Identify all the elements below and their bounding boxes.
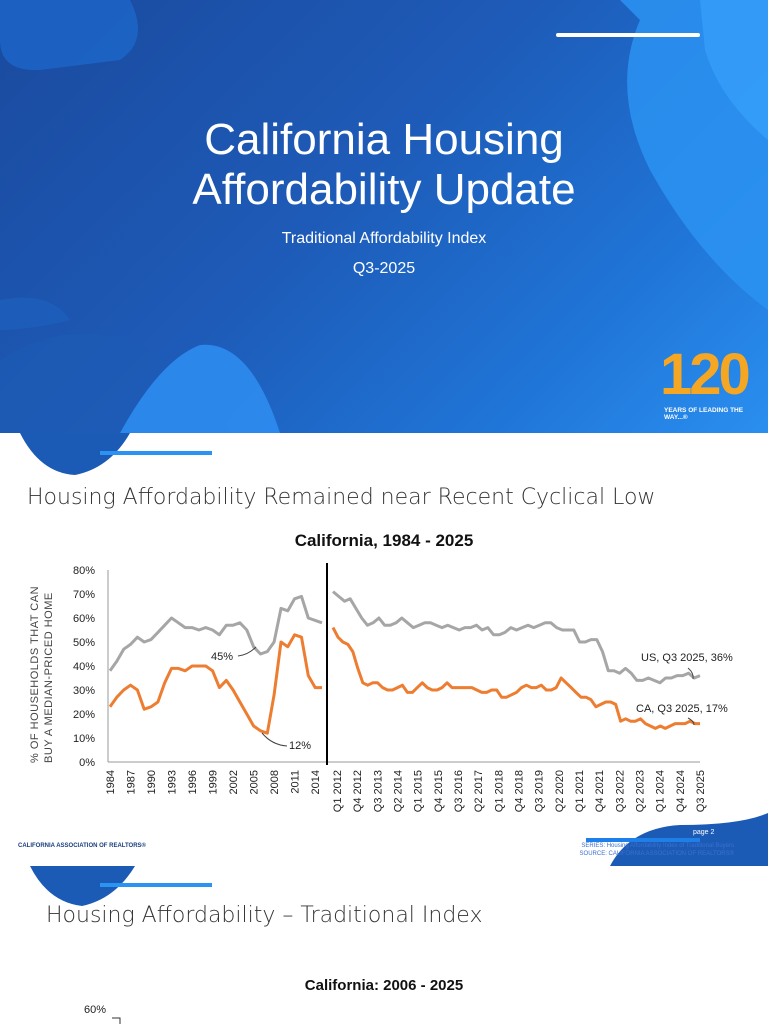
- x-tick-label: Q3 2019: [534, 770, 546, 812]
- annotation-leader: [261, 732, 288, 747]
- x-tick-label: Q3 2016: [453, 770, 465, 812]
- ca-quarterly-line: [331, 626, 700, 730]
- slide3-y-tick: 60%: [84, 1004, 107, 1016]
- chart-axes: [107, 563, 700, 765]
- us-annual-line: [108, 594, 323, 672]
- annotation-leader: [237, 646, 257, 657]
- slide-decor: [20, 433, 768, 866]
- y-tick-label: 50%: [73, 637, 95, 649]
- x-tick-label: 1990: [146, 770, 158, 794]
- x-tick-label: Q4 2024: [675, 770, 687, 812]
- y-tick-label: 10%: [73, 733, 95, 745]
- x-tick-label: 2014: [310, 770, 322, 794]
- y-tick-label: 70%: [73, 589, 95, 601]
- chart-slide: Housing Affordability Remained near Rece…: [0, 433, 768, 866]
- annotation-ca-low: 12%: [289, 740, 311, 752]
- x-axis-ticks: 1984 1987 1990 1993 1996 1999 2002 2005 2008 2011…: [105, 770, 707, 812]
- subtitle: Traditional Affordability Index: [281, 230, 487, 247]
- page-number: page 2: [693, 829, 715, 836]
- slide3-heading: Housing Affordability – Traditional Inde…: [46, 903, 483, 928]
- x-tick-label: Q2 2014: [393, 770, 405, 812]
- x-tick-label: Q1 2021: [574, 770, 586, 812]
- x-tick-label: 2005: [249, 770, 261, 794]
- x-tick-label: Q3 2013: [372, 770, 384, 812]
- annotations: 45% 12% US, Q3 2025, 36% CA, Q3 2025, 17%: [211, 646, 733, 752]
- x-tick-label: Q4 2021: [594, 770, 606, 812]
- slide-heading: Housing Affordability Remained near Rece…: [27, 485, 656, 510]
- x-tick-label: Q1 2024: [655, 770, 667, 812]
- y-axis-ticks: 80% 70% 60% 50% 40% 30% 20% 10% 0%: [73, 565, 95, 769]
- annotation-leader: [687, 717, 695, 726]
- us-quarterly-line: [332, 590, 701, 685]
- title-line-2: Affordability Update: [192, 165, 576, 214]
- series-lines: [108, 590, 701, 735]
- x-tick-label: Q4 2018: [514, 770, 526, 812]
- x-tick-label: Q3 2025: [695, 770, 707, 812]
- y-tick-label: 80%: [73, 565, 95, 577]
- x-tick-label: Q2 2020: [554, 770, 566, 812]
- annotation-leader: [687, 667, 694, 680]
- slide3-chart-title: California: 2006 - 2025: [304, 977, 464, 994]
- x-tick-label: Q2 2023: [635, 770, 647, 812]
- y-tick-label: 0%: [79, 757, 95, 769]
- us-end-label: US, Q3 2025, 36%: [641, 652, 733, 664]
- title-slide-heading: California Housing Affordability Update: [0, 115, 768, 215]
- footer-org: CALIFORNIA ASSOCIATION OF REALTORS®: [18, 843, 146, 849]
- y-tick-label: 40%: [73, 661, 95, 673]
- x-tick-label: Q3 2022: [614, 770, 626, 812]
- y-tick-label: 20%: [73, 709, 95, 721]
- x-tick-label: Q1 2018: [493, 770, 505, 812]
- x-tick-label: 1993: [167, 770, 179, 794]
- ca-annual-line: [108, 633, 322, 735]
- y-axis-label-1: % OF HOUSEHOLDS THAT CAN: [29, 586, 41, 763]
- y-axis-label-2: BUY A MEDIAN-PRICED HOME: [43, 592, 55, 763]
- ca-end-label: CA, Q3 2025, 17%: [636, 703, 728, 715]
- x-tick-label: Q4 2015: [433, 770, 445, 812]
- x-tick-label: 1987: [126, 770, 138, 794]
- annotation-us-low: 45%: [211, 651, 233, 663]
- x-tick-label: 2002: [228, 770, 240, 794]
- x-tick-label: Q2 2017: [473, 770, 485, 812]
- period-label: Q3-2025: [352, 260, 416, 277]
- x-tick-label: 2008: [269, 770, 281, 794]
- logo-tagline: YEARS OF LEADING THE WAY...®: [664, 407, 744, 421]
- y-tick-label: 30%: [73, 685, 95, 697]
- background-shapes: [0, 0, 768, 433]
- x-tick-label: 1984: [105, 770, 117, 794]
- x-tick-label: 1996: [187, 770, 199, 794]
- anniversary-logo: 120: [660, 342, 751, 407]
- x-tick-label: Q4 2012: [352, 770, 364, 812]
- slide-3: Housing Affordability – Traditional Inde…: [0, 866, 768, 1024]
- line-chart: 80%70%60%50%40%30%20%10%0% 1984 1987 1990 1…: [29, 563, 733, 812]
- y-tick-label: 60%: [73, 613, 95, 625]
- x-tick-label: 1999: [208, 770, 220, 794]
- x-tick-label: Q1 2012: [332, 770, 344, 812]
- title-line-1: California Housing: [204, 115, 564, 164]
- footer-series: SERIES: Housing Affordability Index of T…: [581, 843, 734, 849]
- title-slide: California Housing Affordability Update …: [0, 0, 768, 433]
- chart-title: California, 1984 - 2025: [294, 531, 474, 550]
- x-tick-label: 2011: [290, 770, 302, 794]
- x-tick-label: Q1 2015: [413, 770, 425, 812]
- slide3-decor: [30, 866, 212, 1024]
- footer-source: SOURCE: CALIFORNIA ASSOCIATION OF REALTO…: [579, 851, 734, 857]
